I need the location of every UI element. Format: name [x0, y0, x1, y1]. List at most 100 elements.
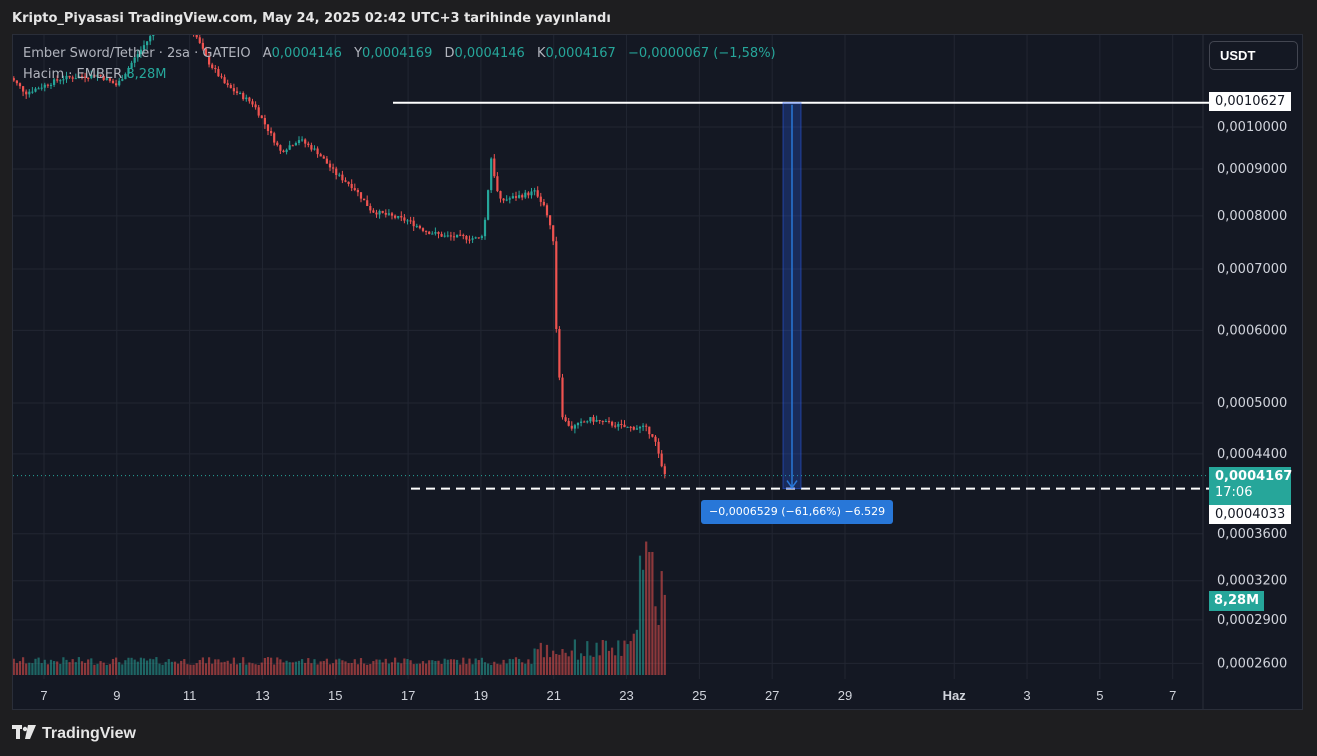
- candle-body: [552, 225, 555, 242]
- volume-bar: [641, 569, 645, 675]
- volume-bar: [369, 664, 372, 675]
- top-line-price-tag: 0,0010627: [1209, 92, 1291, 111]
- volume-bar: [238, 663, 242, 675]
- x-tick-label: 13: [255, 688, 269, 703]
- candle-body: [369, 206, 372, 211]
- volume-bar: [235, 664, 239, 675]
- x-tick-label: 29: [838, 688, 852, 703]
- x-tick-label: Haz: [943, 688, 967, 703]
- candle-body: [452, 236, 456, 238]
- candle-body: [96, 74, 99, 77]
- x-tick-label: 17: [401, 688, 415, 703]
- candle-body: [362, 198, 366, 201]
- candle-body: [536, 190, 539, 197]
- candle-body: [263, 118, 266, 125]
- candle-body: [657, 441, 660, 454]
- candle-body: [344, 180, 347, 182]
- volume-bar: [459, 664, 462, 675]
- volume-bar: [297, 660, 301, 675]
- candle-body: [614, 425, 617, 427]
- candle-body: [207, 55, 211, 65]
- candle-body: [127, 67, 130, 74]
- volume-bar: [201, 657, 204, 675]
- high-key: Y: [354, 46, 363, 61]
- volume-bar: [111, 658, 115, 675]
- candle-body: [350, 183, 353, 189]
- y-tick-label: 0,0009000: [1217, 162, 1287, 177]
- volume-bar: [43, 659, 46, 675]
- volume-bar: [663, 594, 666, 675]
- volume-bar: [362, 663, 366, 675]
- volume-bar: [381, 662, 384, 675]
- volume-bar: [263, 658, 266, 675]
- candle-body: [245, 97, 248, 100]
- x-tick-label: 5: [1096, 688, 1103, 703]
- volume-bar: [145, 660, 149, 675]
- volume-bar: [397, 662, 400, 675]
- volume-bar: [34, 658, 37, 675]
- candle-body: [638, 426, 642, 429]
- x-tick-label: 3: [1023, 688, 1030, 703]
- volume-bar: [415, 663, 418, 675]
- candle-body: [567, 420, 570, 426]
- measure-result-label[interactable]: −0,0006529 (−61,66%) −6.529: [701, 500, 894, 524]
- candle-body: [663, 466, 666, 475]
- candle-body: [25, 91, 28, 95]
- candle-body: [480, 236, 483, 238]
- x-tick-label: 21: [546, 688, 560, 703]
- candle-body: [576, 422, 580, 426]
- volume-bar: [183, 659, 186, 675]
- candle-body: [437, 232, 440, 234]
- tradingview-brand[interactable]: TradingView: [12, 724, 136, 744]
- candle-body: [409, 220, 412, 222]
- currency-button[interactable]: USDT: [1209, 41, 1298, 70]
- chart-pane[interactable]: 0,0010000 0,0009000 0,0008000 0,0007000 0,00…: [12, 34, 1303, 710]
- volume-bar: [583, 656, 586, 675]
- candle-body: [446, 235, 449, 237]
- volume-bar: [282, 662, 285, 675]
- volume-bar: [291, 662, 294, 675]
- volume-tag: 8,28M: [1209, 591, 1264, 611]
- volume-bar: [68, 662, 71, 675]
- candle-body: [152, 35, 155, 37]
- volume-bar: [226, 660, 229, 675]
- volume-bar: [254, 664, 257, 675]
- candle-body: [310, 145, 313, 150]
- volume-bar: [536, 649, 539, 675]
- candle-body: [43, 84, 46, 88]
- measure-arrow-head: [786, 480, 798, 489]
- volume-bar: [539, 642, 542, 675]
- symbol-title[interactable]: Ember Sword/Tether · 2sa · GATEIO: [23, 46, 251, 61]
- volume-bar: [136, 661, 139, 675]
- candle-body: [195, 35, 198, 38]
- x-tick-label: 15: [328, 688, 342, 703]
- candle-body: [118, 80, 121, 86]
- volume-bar: [493, 661, 496, 675]
- candle-body: [468, 239, 471, 241]
- volume-bar: [614, 655, 617, 675]
- volume-bar: [118, 662, 121, 675]
- price-chart[interactable]: 0,0010000 0,0009000 0,0008000 0,0007000 0,00…: [13, 35, 1302, 709]
- volume-bar: [462, 657, 465, 675]
- x-tick-label: 19: [474, 688, 488, 703]
- candle-body: [149, 36, 152, 42]
- volume-title[interactable]: Hacim · EMBER: [23, 67, 123, 82]
- volume-bar: [375, 659, 378, 675]
- close-value: 0,0004167: [545, 46, 616, 61]
- candle-body: [555, 241, 558, 330]
- candle-body: [406, 220, 409, 222]
- volume-bar: [285, 660, 288, 675]
- candle-body: [232, 88, 235, 92]
- volume-bar: [632, 633, 635, 675]
- volume-bar: [102, 662, 105, 675]
- candle-body: [130, 62, 133, 68]
- y-tick-label: 0,0007000: [1217, 262, 1287, 277]
- volume-bar: [598, 655, 601, 675]
- candle-body: [217, 69, 220, 77]
- volume-bar: [248, 662, 251, 675]
- candle-body: [449, 235, 452, 237]
- volume-bar: [25, 663, 28, 675]
- candle-body: [328, 163, 332, 168]
- candle-body: [304, 139, 307, 144]
- volume-bar: [477, 660, 480, 675]
